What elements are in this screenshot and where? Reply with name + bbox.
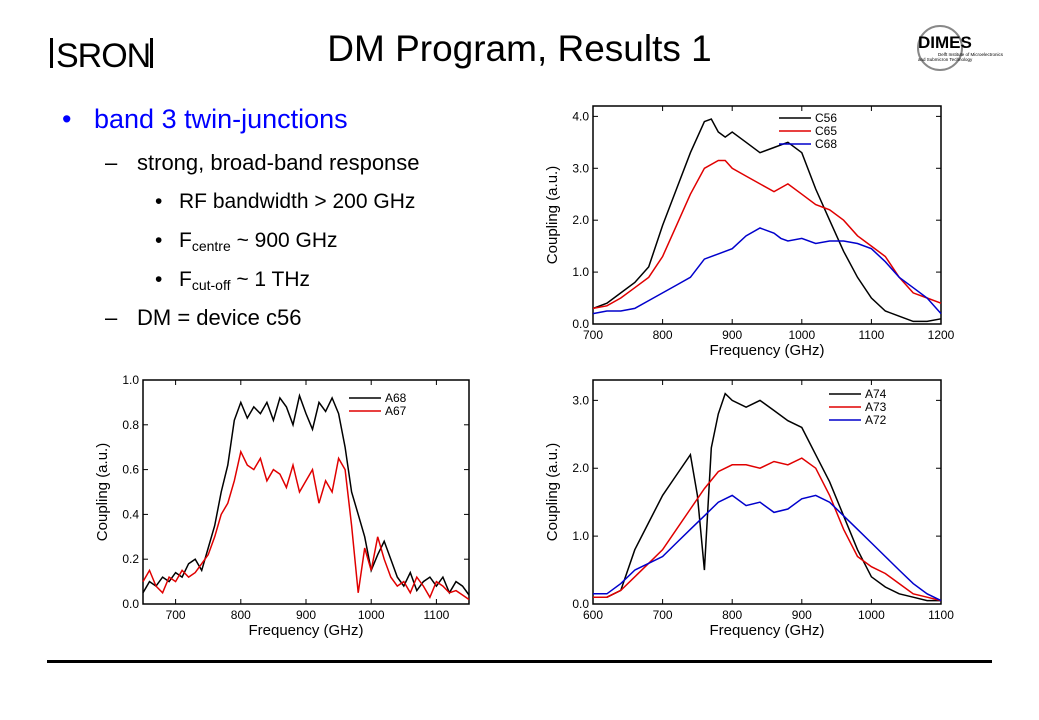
f-letter: F bbox=[179, 229, 192, 252]
x-axis-label: Frequency (GHz) bbox=[709, 342, 824, 359]
dash-marker: – bbox=[105, 150, 118, 175]
x-tick-label: 800 bbox=[653, 328, 673, 342]
x-tick-label: 1000 bbox=[858, 608, 885, 622]
plot-frame bbox=[592, 379, 942, 605]
series-line-a74 bbox=[593, 392, 941, 602]
legend-label: A73 bbox=[865, 400, 887, 414]
dimes-logo: DIMES Delft Institute of Microelectronic… bbox=[917, 25, 1004, 71]
y-tick-label: 4.0 bbox=[572, 109, 589, 123]
bullet-text-cutoff: Fcut-off ~ 1 THz bbox=[179, 268, 310, 293]
sron-logo: SRON bbox=[50, 37, 153, 74]
y-axis-label: Coupling (a.u.) bbox=[545, 443, 561, 541]
dash-marker: – bbox=[105, 305, 118, 330]
x-axis-label: Frequency (GHz) bbox=[709, 622, 824, 639]
bullet-marker: • bbox=[62, 104, 72, 134]
series-line-a67 bbox=[142, 449, 470, 601]
legend-label: C68 bbox=[815, 137, 837, 151]
logo-circle bbox=[917, 25, 963, 71]
f-letter: F bbox=[179, 268, 192, 291]
logo-left-text: SRON bbox=[56, 37, 150, 74]
series-line-a68 bbox=[142, 393, 470, 596]
x-tick-label: 700 bbox=[166, 608, 186, 622]
y-tick-label: 2.0 bbox=[572, 213, 589, 227]
y-tick-label: 0.4 bbox=[122, 507, 139, 521]
footer-rule bbox=[47, 660, 992, 663]
legend-label: A68 bbox=[385, 391, 407, 405]
subscript-centre: centre bbox=[191, 238, 231, 254]
cutoff-value: ~ 1 THz bbox=[230, 268, 311, 291]
logo-bar-left bbox=[50, 38, 53, 68]
x-tick-label: 700 bbox=[653, 608, 673, 622]
legend-label: C65 bbox=[815, 124, 837, 138]
x-tick-label: 1000 bbox=[788, 328, 815, 342]
subscript-cutoff: cut-off bbox=[191, 277, 231, 293]
chart-top-right: 700 800 900 1000 1100 1200 0.0 1.0 2.0 3.0 4.0 Freq… bbox=[545, 105, 955, 359]
y-tick-label: 1.0 bbox=[122, 373, 139, 387]
x-tick-label: 800 bbox=[722, 608, 742, 622]
x-axis-label: Frequency (GHz) bbox=[248, 622, 363, 639]
logo-right-subtitle-2: and Submicron Technology bbox=[918, 57, 973, 62]
y-axis-label: Coupling (a.u.) bbox=[545, 166, 561, 264]
x-tick-label: 1100 bbox=[858, 328, 884, 342]
x-tick-label: 800 bbox=[231, 608, 251, 622]
y-tick-label: 0.0 bbox=[572, 317, 589, 331]
legend-label: A67 bbox=[385, 404, 407, 418]
bullet-marker: • bbox=[155, 268, 163, 291]
x-tick-label: 700 bbox=[583, 328, 603, 342]
bullet-text-centre: Fcentre ~ 900 GHz bbox=[179, 229, 338, 254]
bullet-text-dm: DM = device c56 bbox=[137, 305, 302, 330]
x-tick-label: 600 bbox=[583, 608, 603, 622]
y-tick-label: 0.8 bbox=[122, 418, 139, 432]
series-line-a73 bbox=[593, 457, 942, 602]
legend-label: C56 bbox=[815, 111, 837, 125]
x-tick-label: 1100 bbox=[928, 608, 954, 622]
centre-value: ~ 900 GHz bbox=[230, 229, 338, 252]
x-tick-label: 1100 bbox=[423, 608, 449, 622]
y-tick-label: 0.6 bbox=[122, 463, 139, 477]
y-tick-label: 0.0 bbox=[122, 597, 139, 611]
x-tick-label: 1000 bbox=[358, 608, 385, 622]
bullet-marker: • bbox=[155, 190, 163, 213]
bullet-text-bandwidth: RF bandwidth > 200 GHz bbox=[179, 190, 416, 213]
x-tick-label: 900 bbox=[296, 608, 316, 622]
plot-frame bbox=[592, 105, 942, 325]
legend-label: A74 bbox=[865, 387, 887, 401]
chart-bottom-left: 700 800 900 1000 1100 0.0 0.2 0.4 0.6 0.8 1.0 Frequ… bbox=[94, 373, 470, 639]
y-tick-label: 2.0 bbox=[572, 461, 589, 475]
series-line-c68 bbox=[592, 227, 942, 315]
y-axis-label: Coupling (a.u.) bbox=[94, 443, 111, 541]
series-line-a72 bbox=[593, 494, 942, 602]
y-tick-label: 3.0 bbox=[572, 161, 589, 175]
y-tick-label: 1.0 bbox=[572, 529, 589, 543]
series-line-c56 bbox=[592, 118, 942, 323]
bullet-marker: • bbox=[155, 229, 163, 252]
y-tick-label: 1.0 bbox=[572, 265, 589, 279]
series-line-c65 bbox=[592, 159, 942, 310]
logo-right-text: DIMES bbox=[918, 33, 972, 52]
slide-title: DM Program, Results 1 bbox=[327, 28, 712, 69]
x-tick-label: 1200 bbox=[928, 328, 955, 342]
bullet-text-response: strong, broad-band response bbox=[137, 150, 420, 175]
logo-right-subtitle-1: Delft Institute of Microelectronics bbox=[938, 52, 1004, 57]
legend-label: A72 bbox=[865, 413, 887, 427]
x-tick-label: 900 bbox=[722, 328, 742, 342]
y-tick-label: 3.0 bbox=[572, 393, 589, 407]
x-tick-label: 900 bbox=[792, 608, 812, 622]
y-tick-label: 0.0 bbox=[572, 597, 589, 611]
bullet-text-band3: band 3 twin-junctions bbox=[94, 104, 348, 134]
chart-bottom-right: 600 700 800 900 1000 1100 0.0 1.0 2.0 3.0 Frequenc… bbox=[545, 379, 954, 639]
y-tick-label: 0.2 bbox=[122, 552, 139, 566]
logo-bar-right bbox=[150, 38, 153, 68]
